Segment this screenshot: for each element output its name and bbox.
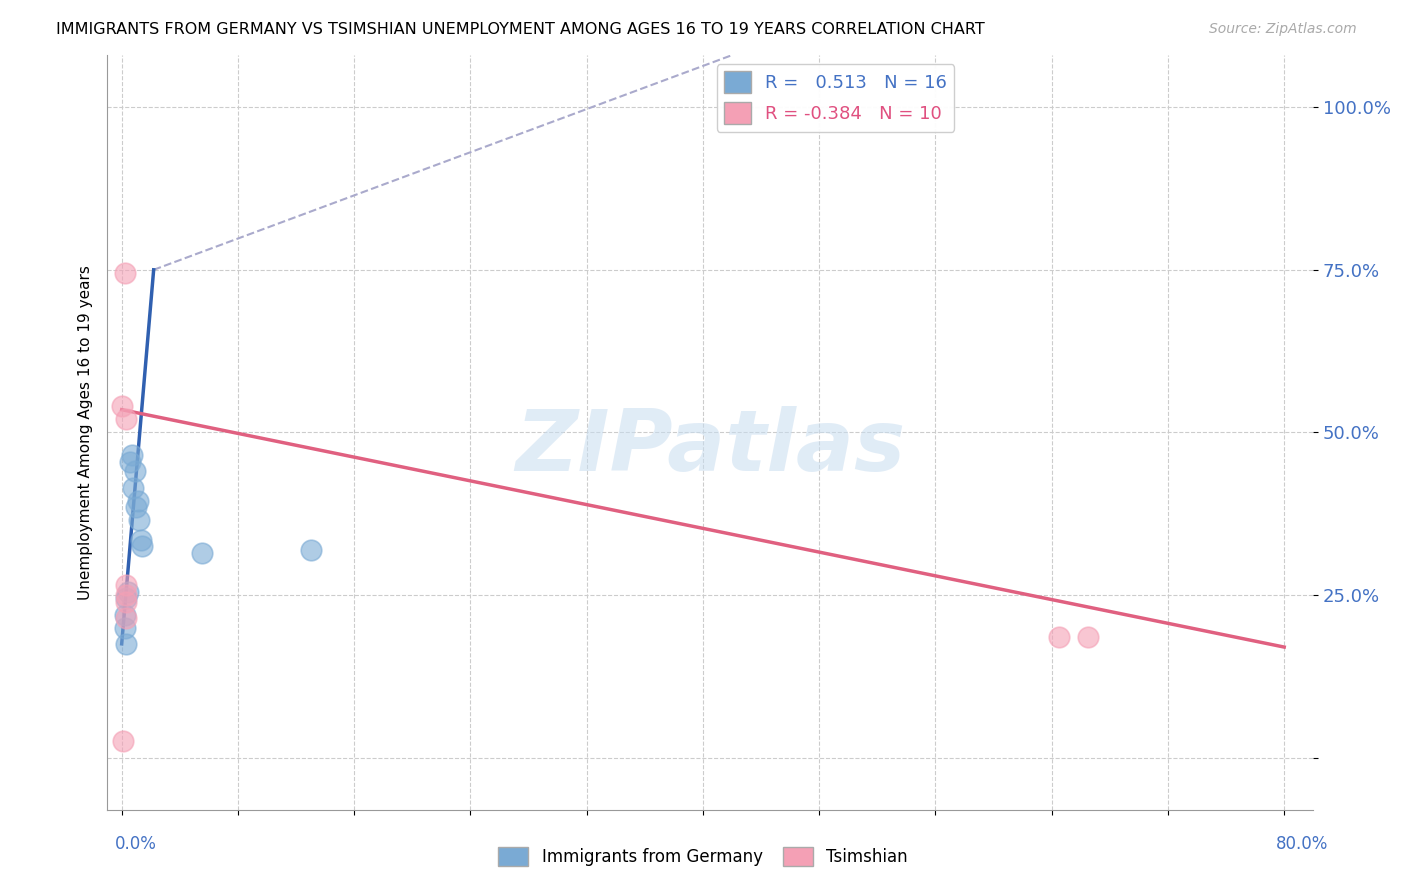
Point	[115, 611, 138, 625]
Point	[115, 588, 138, 602]
Point	[129, 533, 152, 547]
Point	[125, 500, 148, 515]
Point	[1047, 630, 1070, 644]
Legend: Immigrants from Germany, Tsimshian: Immigrants from Germany, Tsimshian	[492, 840, 914, 873]
Point	[115, 578, 138, 592]
Point	[1077, 630, 1099, 644]
Point	[115, 412, 138, 426]
Point	[120, 455, 142, 469]
Point	[115, 637, 138, 651]
Point	[112, 734, 135, 748]
Point	[115, 591, 138, 606]
Point	[117, 584, 139, 599]
Point	[299, 542, 322, 557]
Point	[127, 493, 149, 508]
Text: 80.0%: 80.0%	[1277, 835, 1329, 853]
Point	[114, 621, 136, 635]
Text: ZIPatlas: ZIPatlas	[515, 406, 905, 489]
Point	[111, 400, 134, 414]
Point	[190, 546, 212, 560]
Point	[124, 465, 146, 479]
Point	[114, 607, 136, 622]
Text: Source: ZipAtlas.com: Source: ZipAtlas.com	[1209, 22, 1357, 37]
Point	[114, 266, 136, 280]
Point	[121, 448, 143, 462]
Point	[122, 481, 145, 495]
Point	[128, 513, 150, 527]
Point	[115, 594, 138, 608]
Y-axis label: Unemployment Among Ages 16 to 19 years: Unemployment Among Ages 16 to 19 years	[79, 265, 93, 599]
Point	[131, 539, 153, 553]
Text: 0.0%: 0.0%	[115, 835, 157, 853]
Legend: R =   0.513   N = 16, R = -0.384   N = 10: R = 0.513 N = 16, R = -0.384 N = 10	[717, 64, 955, 132]
Text: IMMIGRANTS FROM GERMANY VS TSIMSHIAN UNEMPLOYMENT AMONG AGES 16 TO 19 YEARS CORR: IMMIGRANTS FROM GERMANY VS TSIMSHIAN UNE…	[56, 22, 986, 37]
